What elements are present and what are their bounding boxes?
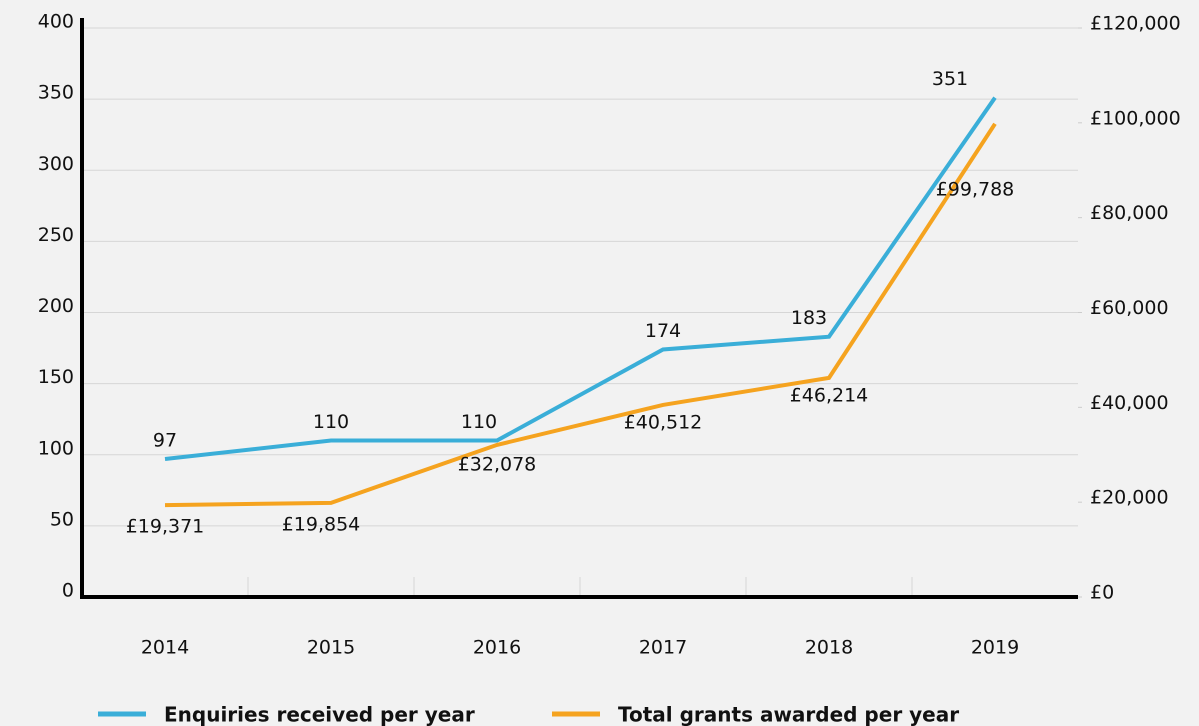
line <box>164 96 997 462</box>
data-label: £40,512 <box>624 411 703 433</box>
y2-tick-label: £80,000 <box>1090 202 1169 224</box>
data-label: 110 <box>461 411 497 433</box>
y2-tick-label: £120,000 <box>1090 13 1181 35</box>
x-tick-label: 2019 <box>971 637 1019 659</box>
data-label: £99,788 <box>936 178 1015 200</box>
data-label: 183 <box>791 307 827 329</box>
data-label: 174 <box>645 320 681 342</box>
x-tick-label: 2016 <box>473 637 521 659</box>
y2-tick-label: £100,000 <box>1090 107 1181 129</box>
data-label: £19,371 <box>126 516 205 538</box>
data-label: 97 <box>153 430 177 452</box>
y2-tick-label: £0 <box>1090 582 1114 604</box>
data-label: £32,078 <box>458 453 537 475</box>
x-tick-label: 2018 <box>805 637 853 659</box>
data-label: £19,854 <box>282 513 361 535</box>
y-tick-label: 50 <box>50 508 74 530</box>
data-label: £46,214 <box>790 384 869 406</box>
x-tick-label: 2014 <box>141 637 189 659</box>
y2-tick-label: £60,000 <box>1090 297 1169 319</box>
x-tick-label: 2017 <box>639 637 687 659</box>
data-label: 351 <box>932 68 968 90</box>
legend-label: Enquiries received per year <box>164 703 475 726</box>
line <box>164 122 997 508</box>
y-tick-label: 350 <box>38 82 74 104</box>
legend-label: Total grants awarded per year <box>618 703 959 726</box>
y2-tick-label: £20,000 <box>1090 487 1169 509</box>
y-tick-label: 300 <box>38 153 74 175</box>
y-tick-label: 400 <box>38 11 74 33</box>
x-tick-label: 2015 <box>307 637 355 659</box>
data-label: 110 <box>313 411 349 433</box>
y2-tick-label: £40,000 <box>1090 392 1169 414</box>
y-tick-label: 100 <box>38 437 74 459</box>
y-tick-label: 150 <box>38 366 74 388</box>
y-tick-label: 0 <box>62 580 74 602</box>
y-tick-label: 250 <box>38 224 74 246</box>
y-tick-label: 200 <box>38 295 74 317</box>
